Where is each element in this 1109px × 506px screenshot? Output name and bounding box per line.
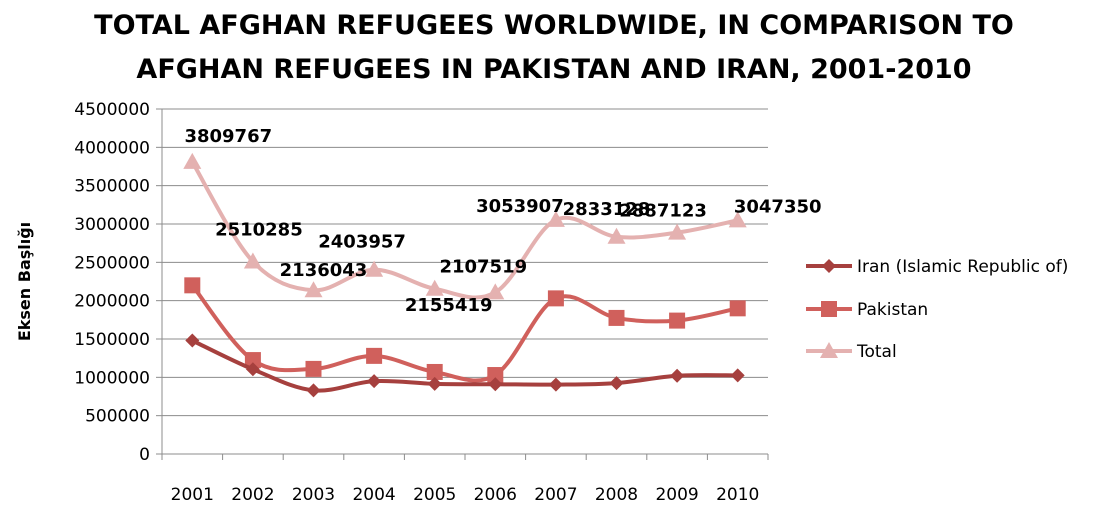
series-total — [183, 152, 747, 300]
chart-title: TOTAL AFGHAN REFUGEES WORLDWIDE, IN COMP… — [94, 10, 1014, 85]
x-tick-label: 2005 — [413, 485, 456, 505]
y-tick-label: 4000000 — [74, 138, 150, 158]
data-point — [365, 260, 384, 277]
data-label: 2833128 — [563, 199, 651, 220]
data-point — [607, 227, 626, 244]
legend-label: Iran (Islamic Republic of) — [857, 257, 1068, 277]
data-point — [245, 362, 260, 377]
data-point — [366, 347, 383, 364]
data-point — [426, 363, 443, 380]
y-tick-label: 3000000 — [74, 215, 150, 235]
series — [183, 152, 747, 398]
x-tick-label: 2010 — [716, 485, 759, 505]
series-pakistan — [184, 277, 746, 384]
x-tick-label: 2001 — [171, 485, 214, 505]
data-point — [670, 368, 685, 383]
data-point — [304, 281, 323, 298]
legend: Iran (Islamic Republic of) Pakistan Total — [806, 257, 1068, 362]
data-label: 3053907 — [476, 196, 564, 217]
legend-item: Iran (Islamic Republic of) — [806, 257, 1068, 277]
data-point — [547, 290, 564, 307]
data-point — [729, 300, 746, 317]
data-label: 2510285 — [215, 220, 303, 241]
data-label: 3809767 — [184, 126, 272, 147]
data-label: 2155419 — [405, 295, 493, 316]
data-point — [427, 376, 442, 391]
x-tick-label: 2006 — [474, 485, 517, 505]
data-point — [486, 283, 505, 300]
y-tick-label: 4500000 — [74, 100, 150, 120]
x-tick-labels: 2001 2002 2003 2004 2005 2006 2007 2008 2009 2010 — [171, 485, 760, 505]
series-iran-islamic-republic-of — [185, 333, 745, 398]
data-point — [669, 312, 686, 329]
x-tick-label: 2007 — [534, 485, 577, 505]
y-tick-label: 0 — [139, 445, 150, 465]
data-point — [185, 333, 200, 348]
data-point — [546, 210, 565, 227]
data-point — [305, 360, 322, 377]
data-point — [244, 352, 261, 369]
x-tick-label: 2004 — [352, 485, 395, 505]
data-point — [730, 368, 745, 383]
data-point — [425, 279, 444, 296]
x-tick-label: 2003 — [292, 485, 335, 505]
data-labels: 3809767 2510285 2136043 2403957 2155419 21075… — [184, 126, 821, 316]
data-point — [184, 277, 201, 294]
y-axis-label: Eksen Başlığı — [15, 222, 34, 341]
data-point — [487, 367, 504, 384]
data-point — [243, 252, 262, 269]
legend-marker — [820, 342, 838, 358]
data-label: 2403957 — [318, 232, 406, 253]
chart-title-line: TOTAL AFGHAN REFUGEES WORLDWIDE, IN COMP… — [94, 10, 1014, 41]
y-tick-label: 2000000 — [74, 292, 150, 312]
y-tick-label: 2500000 — [74, 253, 150, 273]
data-point — [728, 211, 747, 228]
chart-title-line: AFGHAN REFUGEES IN PAKISTAN AND IRAN, 20… — [136, 54, 971, 85]
y-tick-label: 3500000 — [74, 177, 150, 197]
data-point — [183, 152, 202, 169]
y-tick-labels: 0 500000 1000000 1500000 2000000 2500000 30000… — [74, 100, 150, 465]
legend-marker — [821, 301, 837, 317]
data-label: 3047350 — [734, 196, 822, 217]
data-point — [488, 377, 503, 392]
data-point — [609, 376, 624, 391]
data-label: 2107519 — [439, 256, 527, 277]
legend-marker — [822, 259, 836, 273]
axes — [161, 109, 769, 460]
legend-label: Pakistan — [857, 300, 928, 320]
legend-item: Total — [806, 342, 897, 362]
data-label: 2887123 — [619, 201, 707, 222]
y-tick-label: 1500000 — [74, 330, 150, 350]
y-tick-label: 1000000 — [74, 368, 150, 388]
y-tick-label: 500000 — [85, 407, 150, 427]
series-line — [190, 159, 740, 300]
series-line — [190, 338, 740, 393]
data-point — [608, 309, 625, 326]
x-tick-label: 2002 — [231, 485, 274, 505]
data-point — [668, 223, 687, 240]
data-point — [367, 374, 382, 389]
gridlines — [156, 108, 768, 455]
data-label: 2136043 — [280, 260, 368, 281]
x-tick-label: 2008 — [595, 485, 638, 505]
x-tick-label: 2009 — [655, 485, 698, 505]
data-point — [548, 377, 563, 392]
legend-item: Pakistan — [806, 300, 928, 320]
data-point — [306, 383, 321, 398]
series-line — [190, 283, 740, 383]
legend-label: Total — [856, 342, 897, 362]
